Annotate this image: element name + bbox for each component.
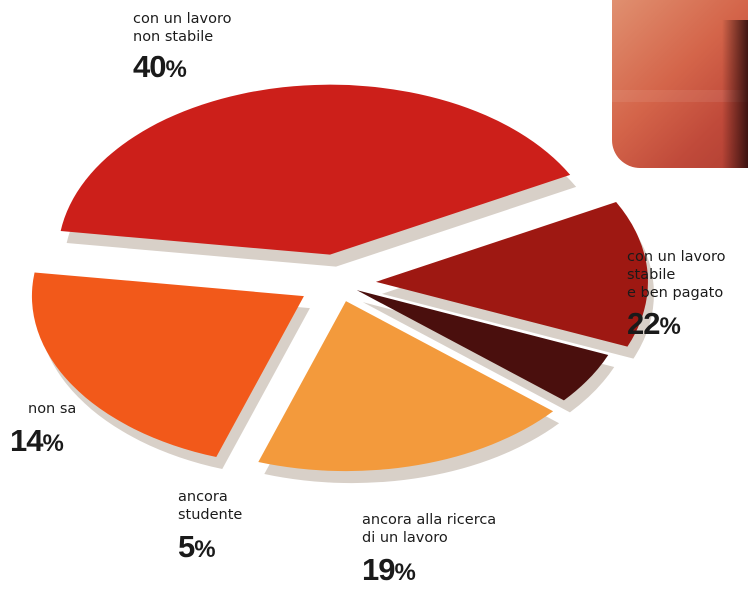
slice-percent: 19%	[362, 552, 416, 587]
slice-percent: 14%	[10, 423, 64, 458]
pie-slice-0	[60, 84, 571, 255]
pie-slices-layer	[31, 84, 648, 472]
slice-label: con un lavoro stabile e ben pagato	[627, 249, 726, 301]
slice-label: ancora alla ricerca di un lavoro	[362, 512, 497, 546]
label-con-un-lavoro-non-stabile: con un lavoro non stabile 40%	[133, 10, 232, 87]
slice-percent: 22%	[627, 306, 681, 341]
photo-highlight	[612, 90, 748, 102]
label-non-sa: non sa 14%	[10, 400, 77, 461]
photo-shadow	[722, 20, 748, 168]
slice-label: non sa	[28, 401, 77, 417]
label-con-un-lavoro-stabile: con un lavoro stabile e ben pagato 22%	[627, 248, 726, 344]
slice-label: ancora studente	[178, 489, 243, 523]
pie-slice-2	[258, 301, 554, 472]
slice-percent: 40%	[133, 49, 187, 84]
slice-label: con un lavoro non stabile	[133, 11, 232, 45]
pie-slice-3	[356, 290, 609, 401]
label-ancora-alla-ricerca: ancora alla ricerca di un lavoro 19%	[362, 511, 496, 590]
slice-percent: 5%	[178, 529, 216, 564]
pie-slice-1	[31, 272, 304, 458]
photo-thumbnail	[612, 0, 748, 168]
label-ancora-studente: ancora studente 5%	[178, 488, 242, 567]
pie-slice-4	[375, 202, 648, 347]
